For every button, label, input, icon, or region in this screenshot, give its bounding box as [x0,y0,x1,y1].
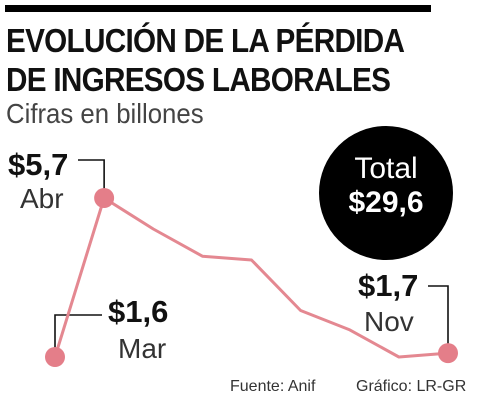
abr-leader-line [78,159,105,198]
total-value: $29,6 [348,186,424,219]
total-badge: Total $29,6 [319,126,453,260]
abr-value-label: $5,7 [8,147,69,182]
chart-subtitle: Cifras en billones [6,98,204,129]
leader-lines [54,159,449,357]
top-rule [5,5,431,12]
nov-value-label: $1,7 [358,268,419,303]
mar-leader-line [54,314,102,357]
nov-leader-line [428,285,449,354]
abr-month-label: Abr [20,183,64,214]
marker-abr [94,188,115,208]
mar-value-label: $1,6 [108,294,169,329]
series-line [53,196,450,359]
source-note: Fuente: Anif [230,378,316,395]
marker-mar [45,347,65,367]
credit-note: Gráfico: LR-GR [356,378,467,395]
mar-month-label: Mar [118,333,167,364]
marker-nov [438,343,458,364]
nov-month-label: Nov [364,306,414,337]
chart-title: EVOLUCIÓN DE LA PÉRDIDA DE INGRESOS LABO… [6,22,404,98]
total-label: Total [354,152,418,185]
point-markers [45,188,458,367]
